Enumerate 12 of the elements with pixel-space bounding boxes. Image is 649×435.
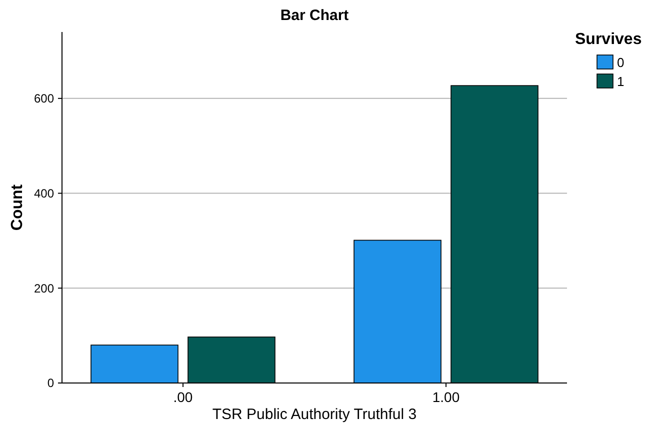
y-tick-label: 600 — [34, 92, 54, 106]
legend-title: Survives — [575, 31, 642, 48]
y-tick-label: 400 — [34, 186, 54, 200]
legend-label: 0 — [617, 55, 624, 70]
y-axis-title: Count — [9, 184, 26, 231]
x-tick-label: .00 — [173, 389, 193, 405]
chart-title: Bar Chart — [280, 7, 349, 24]
y-tick-label: 0 — [47, 376, 54, 390]
legend-label: 1 — [617, 74, 624, 89]
x-tick-label: 1.00 — [432, 389, 460, 405]
y-tick-label: 200 — [34, 281, 54, 296]
x-axis-title: TSR Public Authority Truthful 3 — [212, 406, 417, 423]
